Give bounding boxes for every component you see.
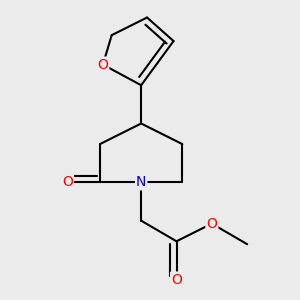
Text: O: O: [171, 273, 182, 286]
Text: O: O: [98, 58, 108, 72]
Text: O: O: [206, 217, 217, 231]
Text: N: N: [136, 176, 146, 189]
Text: O: O: [62, 176, 73, 189]
